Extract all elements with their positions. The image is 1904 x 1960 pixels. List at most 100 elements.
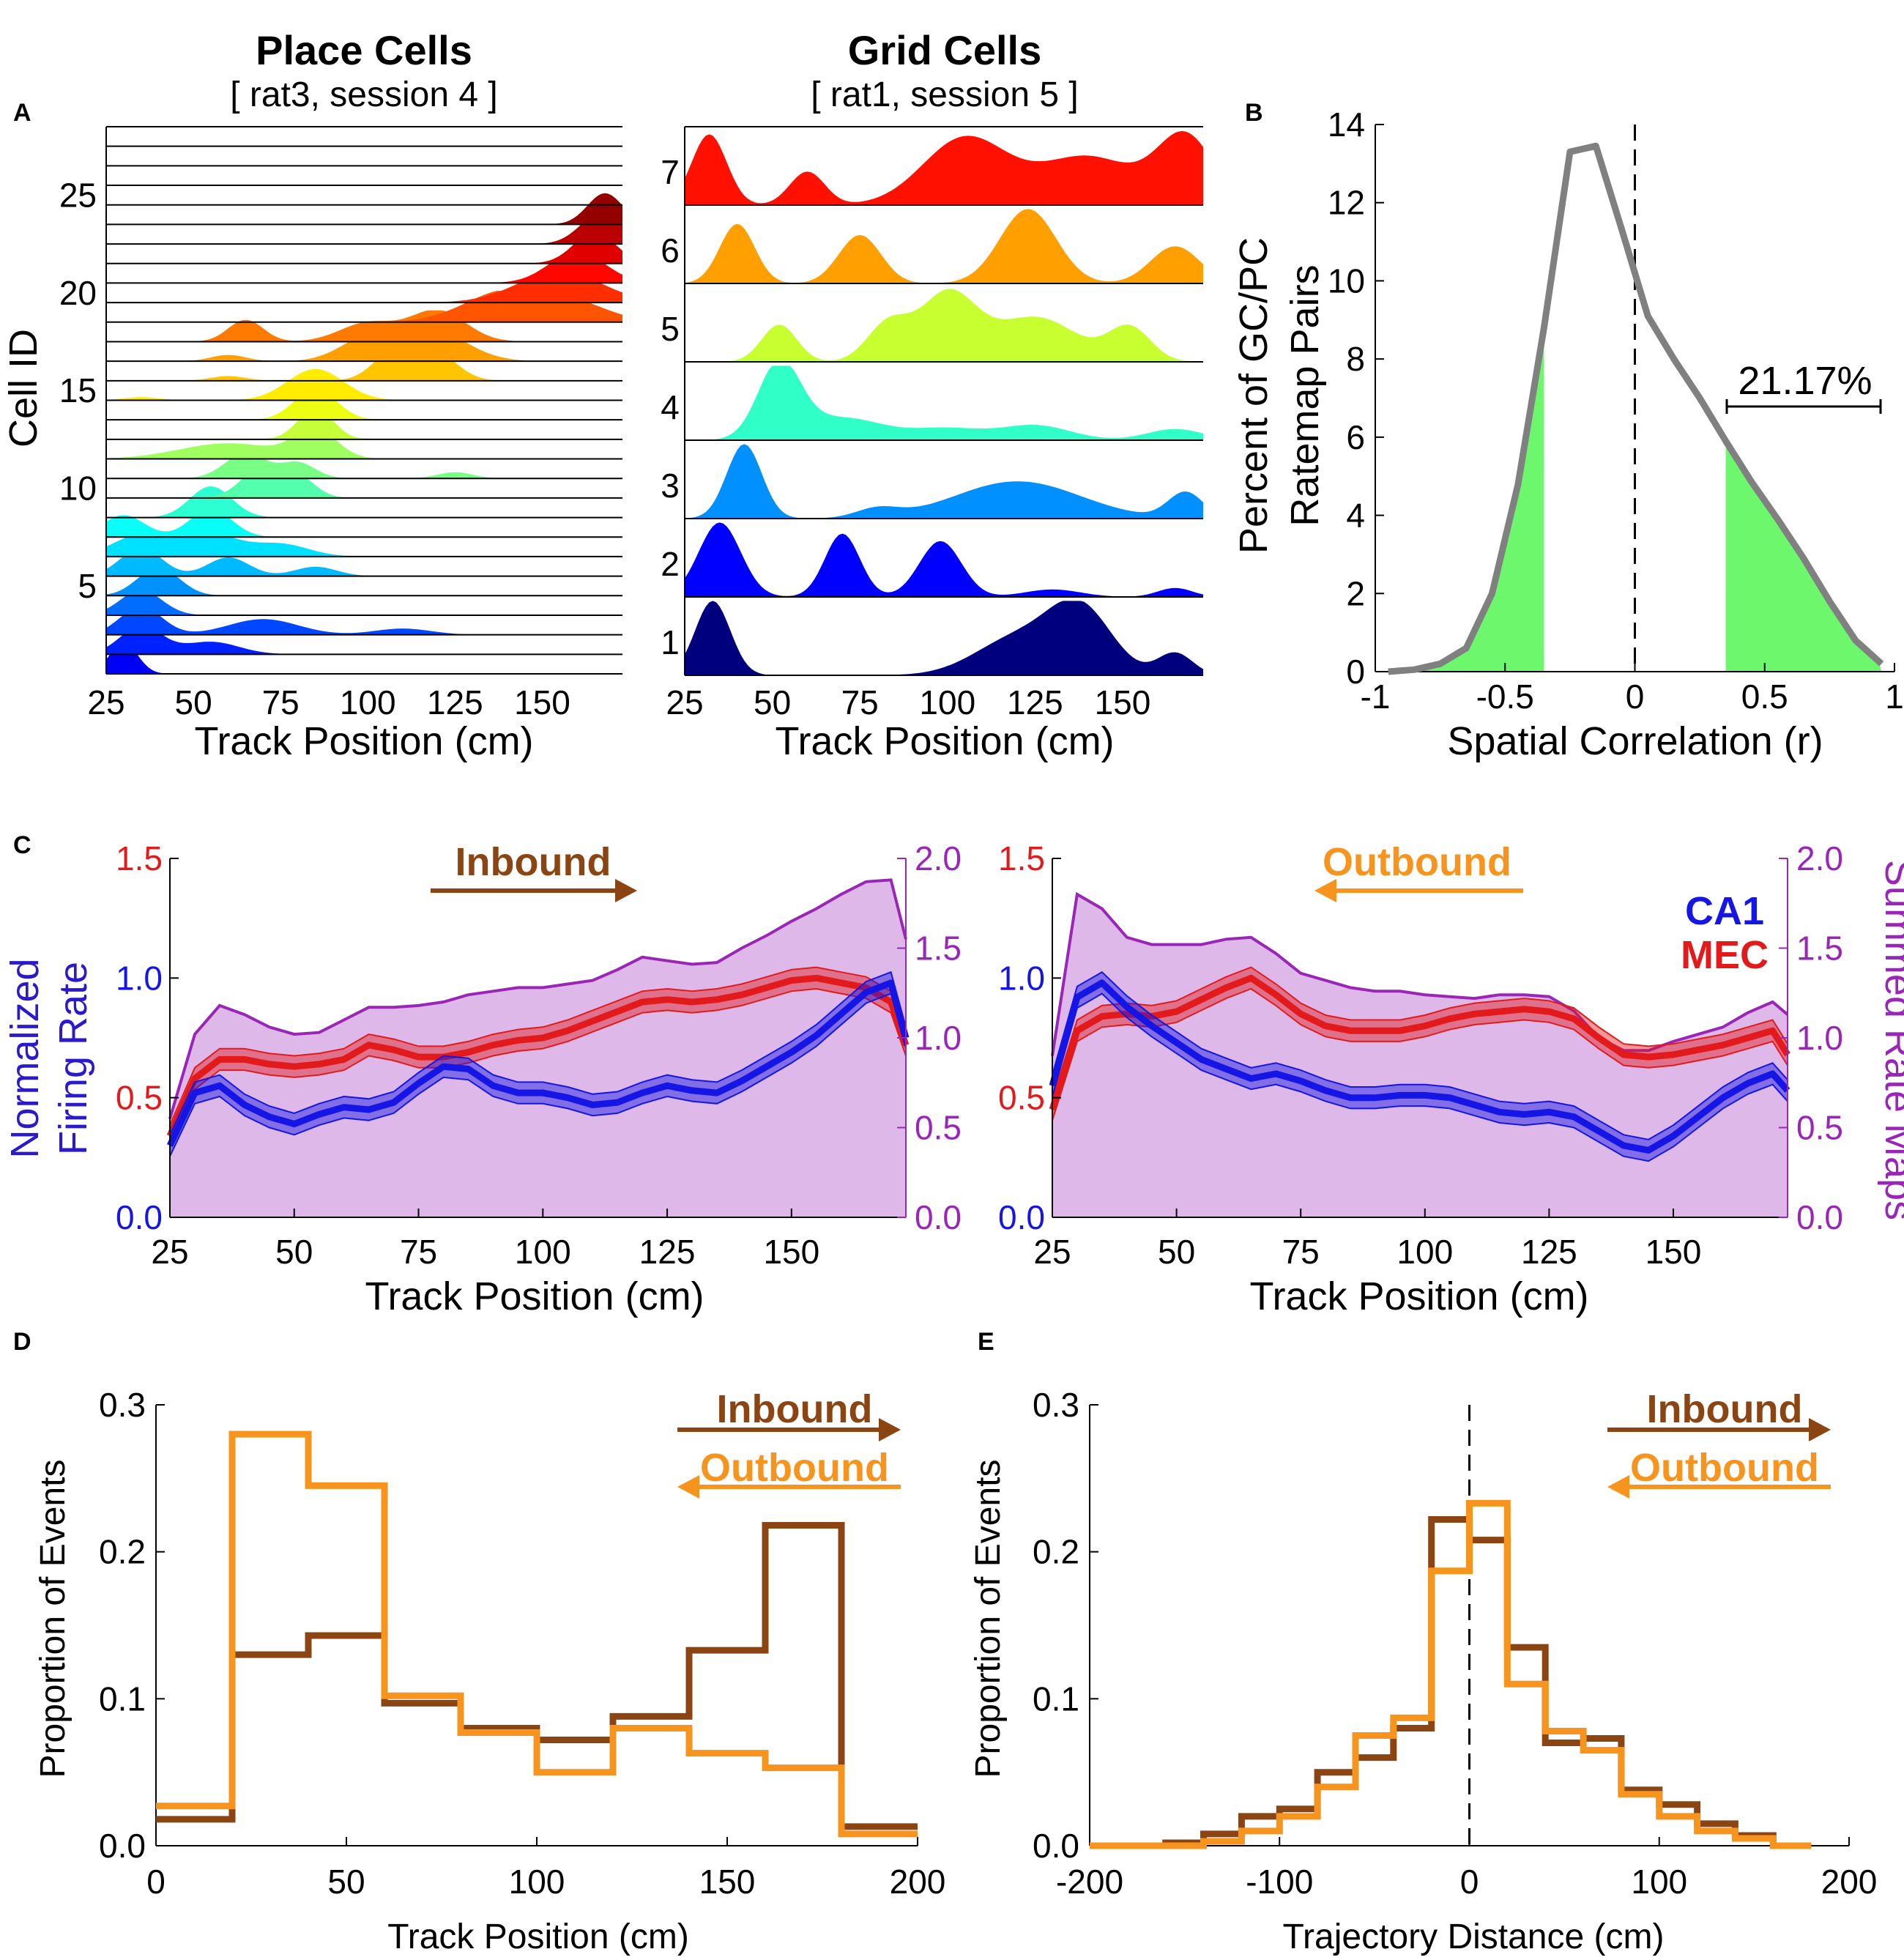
outbound-rate-panel: 0.0 0.5 1.0 1.5 0.0 0.5 1.0 1.5 2.0 25 50 75 100 125 1… xyxy=(998,839,1904,1318)
place-y-tick-label: 15 xyxy=(59,371,97,409)
hist-y-tick-label: 0.0 xyxy=(1033,1827,1079,1865)
place-y-tick-label: 5 xyxy=(78,567,97,605)
place-cells-ridges xyxy=(106,193,622,674)
c-x-tick-label: 50 xyxy=(275,1233,313,1271)
trajectory-histogram-plot: 0.0 0.1 0.2 0.3 -200 -100 0 100 200 xyxy=(1033,1386,1877,1901)
legend-mec: MEC xyxy=(1681,933,1769,977)
place-cell-ridge xyxy=(106,193,622,225)
correlation-annotation: 21.17% xyxy=(1738,359,1872,403)
hist-x-tick-label: 200 xyxy=(890,1863,946,1901)
hist-inbound-arrowhead xyxy=(1809,1418,1831,1441)
hist-x-tick-label: 200 xyxy=(1821,1863,1878,1901)
place-cells-subtitle: [ rat3, session 4 ] xyxy=(230,75,498,114)
inbound-rate-plot: 0.0 0.5 1.0 1.5 0.0 0.5 1.0 1.5 2.0 25 50 75 100 125 1… xyxy=(116,839,962,1271)
panel-letter-a: A xyxy=(13,99,31,127)
place-cell-ridge xyxy=(106,590,622,615)
inbound-rate-panel: 0.0 0.5 1.0 1.5 0.0 0.5 1.0 1.5 2.0 25 50 75 100 125 1… xyxy=(3,839,962,1318)
b-y-tick-label: 8 xyxy=(1346,340,1365,378)
outbound-rate-plot: 0.0 0.5 1.0 1.5 0.0 0.5 1.0 1.5 2.0 25 50 75 100 125 1… xyxy=(998,839,1843,1271)
place-y-tick-label: 25 xyxy=(59,176,97,214)
hist-x-tick-label: 150 xyxy=(699,1863,756,1901)
place-cell-ridge xyxy=(106,212,622,245)
e-xlabel: Trajectory Distance (cm) xyxy=(1283,1918,1665,1956)
grid-x-tick-label: 100 xyxy=(919,683,975,721)
c-x-tick-label: 100 xyxy=(515,1233,571,1271)
d-ylabel: Proportion of Events xyxy=(34,1460,72,1778)
place-x-tick-label: 125 xyxy=(427,683,483,721)
legend-ca1: CA1 xyxy=(1685,889,1764,933)
place-x-tick-label: 25 xyxy=(87,683,124,721)
grid-x-tick-label: 150 xyxy=(1095,683,1151,721)
normalized-ylabel-line1: Normalized xyxy=(3,958,47,1158)
panel-letter-c: C xyxy=(13,831,31,859)
place-x-tick-label: 75 xyxy=(262,683,300,721)
c-right-tick-label: 0.0 xyxy=(915,1198,962,1236)
correlation-ylabel-line2: Ratemap Pairs xyxy=(1283,264,1327,526)
position-histogram-panel: 0.0 0.1 0.2 0.3 0 50 100 150 200 Inbound Outboun… xyxy=(34,1386,945,1956)
place-cell-ridge xyxy=(106,508,622,538)
inbound-arrow-label: Inbound xyxy=(455,840,611,884)
place-cells-axes: 25 50 75 100 125 150 5 10 15 20 25 xyxy=(59,126,622,721)
grid-row-label: 4 xyxy=(661,388,680,426)
mec-mean-line xyxy=(1049,974,1790,1111)
c-right-tick-label: 0.0 xyxy=(1796,1198,1843,1236)
outbound-histogram-line xyxy=(156,1430,918,1838)
summed-rate-line xyxy=(168,878,907,1119)
grid-cell-ridge xyxy=(685,289,1203,362)
c-right-tick-label: 2.0 xyxy=(1796,839,1843,877)
correlation-panel: 0 2 4 6 8 10 12 14 -1 -0.5 0 0.5 1 Spatial Correlati… xyxy=(1232,105,1904,763)
ca1-mean-line xyxy=(166,979,910,1147)
grid-row-label: 5 xyxy=(661,310,680,348)
grid-cells-xlabel: Track Position (cm) xyxy=(775,719,1114,763)
grid-row-label: 1 xyxy=(661,623,680,661)
c-left-tick-label: 1.0 xyxy=(116,959,163,997)
grid-row-label: 3 xyxy=(661,467,680,505)
b-y-tick-label: 0 xyxy=(1346,653,1365,691)
grid-x-tick-label: 25 xyxy=(666,683,703,721)
place-cell-ridge xyxy=(106,533,622,557)
b-y-tick-label: 14 xyxy=(1328,105,1365,144)
place-cell-ridge xyxy=(106,368,622,401)
b-shade-positive xyxy=(1725,441,1882,672)
b-y-tick-label: 2 xyxy=(1346,574,1365,612)
c-x-tick-label: 125 xyxy=(639,1233,696,1271)
place-cell-ridge xyxy=(106,349,622,381)
correlation-xlabel: Spatial Correlation (r) xyxy=(1447,719,1823,763)
hist-x-tick-label: 0 xyxy=(146,1863,166,1901)
correlation-plot: 0 2 4 6 8 10 12 14 -1 -0.5 0 0.5 1 xyxy=(1328,105,1904,716)
c-x-tick-label: 150 xyxy=(763,1233,819,1271)
b-x-tick-label: 0.5 xyxy=(1741,678,1788,716)
trajectory-histogram-panel: 0.0 0.1 0.2 0.3 -200 -100 0 100 200 Inbound Outb… xyxy=(969,1386,1877,1956)
b-x-tick-label: -1 xyxy=(1361,678,1391,716)
c-left-tick-label: 0.5 xyxy=(998,1079,1045,1117)
hist-x-tick-label: -200 xyxy=(1056,1863,1123,1901)
e-legend-outbound: Outbound xyxy=(1630,1446,1819,1490)
place-y-tick-label: 20 xyxy=(59,274,97,312)
place-cell-ridge xyxy=(106,251,622,283)
c-right-tick-label: 1.0 xyxy=(1796,1019,1843,1057)
correlation-ylabel-line1: Percent of GC/PC xyxy=(1232,237,1276,554)
summed-ylabel: Summed Rate Maps xyxy=(1877,860,1904,1220)
c-left-tick-label: 0.5 xyxy=(116,1079,163,1117)
hist-outbound-arrowhead xyxy=(1607,1475,1629,1499)
normalized-ylabel-line2: Firing Rate xyxy=(51,962,95,1155)
place-cell-ridge xyxy=(106,548,622,576)
place-cells-panel: Place Cells [ rat3, session 4 ] 25 50 75 10… xyxy=(1,27,622,763)
inbound-xlabel: Track Position (cm) xyxy=(365,1274,704,1318)
b-shade-negative xyxy=(1401,327,1544,672)
grid-x-tick-label: 125 xyxy=(1007,683,1063,721)
grid-cell-ridge xyxy=(685,130,1203,205)
place-cells-xlabel: Track Position (cm) xyxy=(194,719,533,763)
place-cell-ridge xyxy=(106,427,622,459)
grid-cell-ridge xyxy=(685,522,1203,597)
grid-cells-axes: 1 2 3 4 5 6 7 25 50 75 100 125 150 xyxy=(661,126,1203,721)
d-legend-inbound: Inbound xyxy=(717,1387,873,1431)
c-left-tick-label: 0.0 xyxy=(998,1198,1045,1236)
c-left-tick-label: 0.0 xyxy=(116,1198,163,1236)
grid-cell-ridge xyxy=(685,601,1203,675)
e-legend-inbound: Inbound xyxy=(1647,1387,1803,1431)
hist-x-tick-label: 100 xyxy=(509,1863,565,1901)
grid-cell-ridge xyxy=(685,444,1203,519)
place-cell-ridge xyxy=(106,330,622,362)
place-x-tick-label: 50 xyxy=(175,683,212,721)
